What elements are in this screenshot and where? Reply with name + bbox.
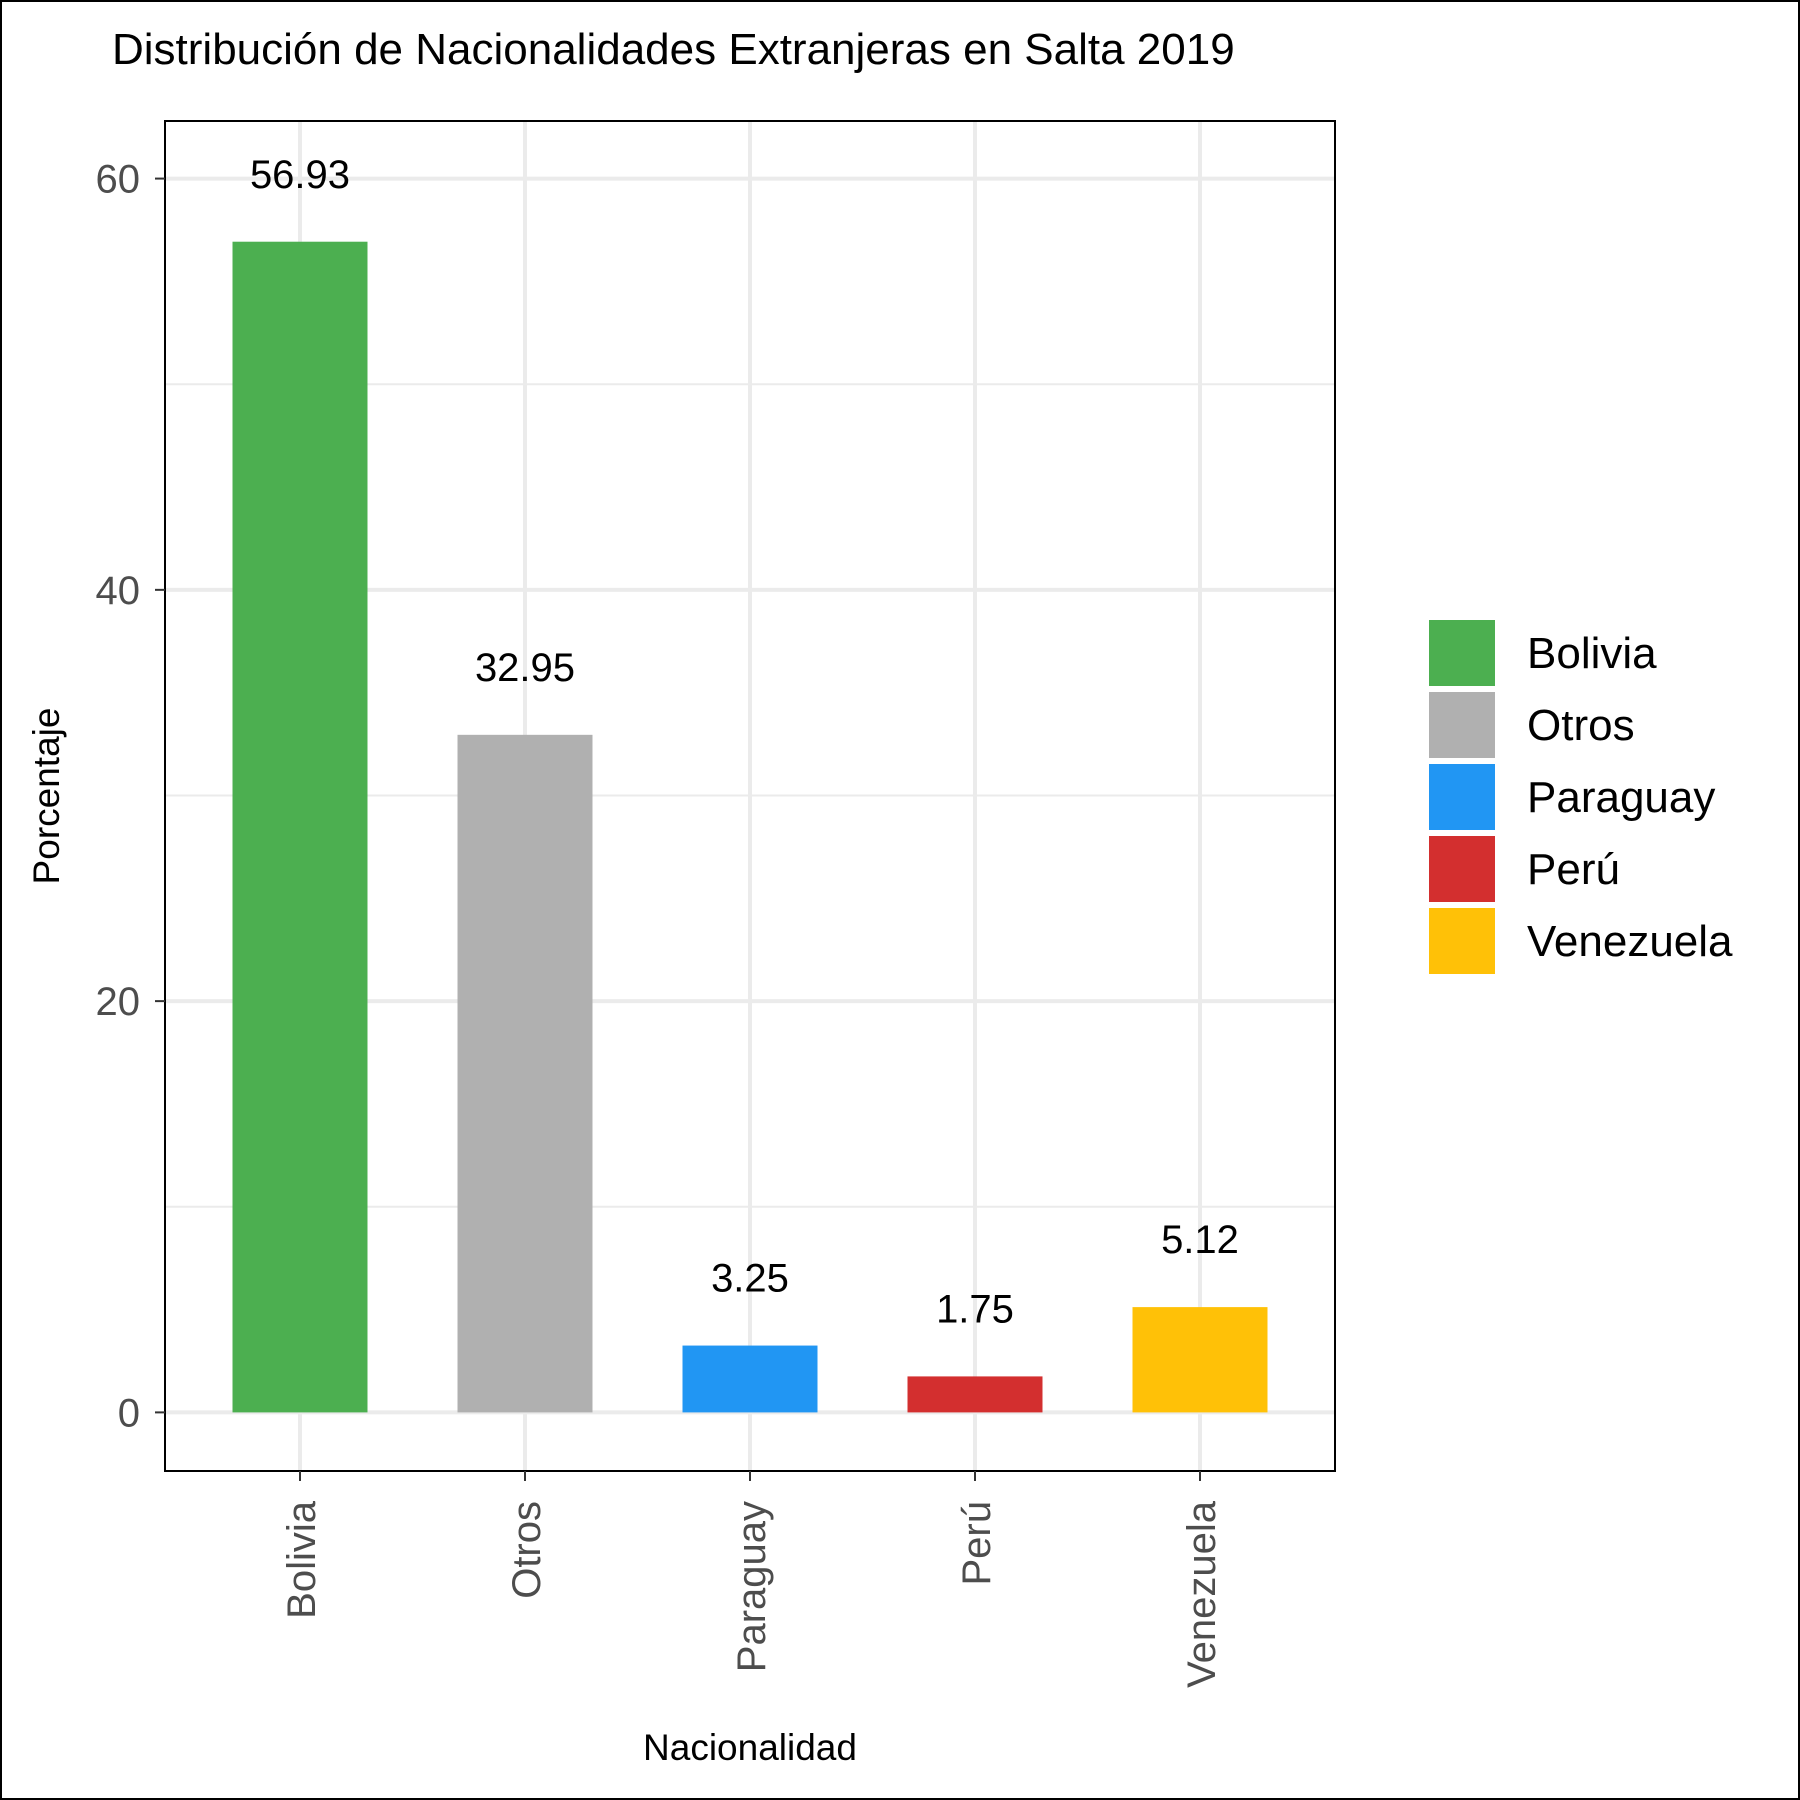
data-label: 5.12 (1161, 1218, 1239, 1262)
x-axis-ticks: Bolivia Otros Paraguay Perú Venezuela (280, 1471, 1224, 1688)
x-tick-label: Otros (505, 1501, 549, 1599)
data-label: 1.75 (936, 1288, 1014, 1332)
legend-label: Venezuela (1527, 917, 1733, 966)
y-axis-ticks: 0 20 40 60 (96, 158, 165, 1435)
legend-key-otros (1429, 692, 1495, 758)
bar-venezuela (1132, 1307, 1268, 1413)
data-labels: 56.93 32.95 3.25 1.75 5.12 (250, 153, 1239, 1332)
y-tick-label: 60 (96, 158, 141, 202)
x-tick-label: Perú (955, 1501, 999, 1586)
legend-label: Perú (1527, 845, 1620, 894)
x-tick-label: Paraguay (730, 1501, 774, 1672)
legend-key-venezuela (1429, 908, 1495, 974)
x-tick-label: Bolivia (280, 1500, 324, 1619)
legend-label: Paraguay (1527, 773, 1715, 822)
data-label: 56.93 (250, 153, 350, 197)
legend-key-perú (1429, 836, 1495, 902)
bar-bolivia (232, 241, 368, 1413)
bar-perú (907, 1376, 1043, 1413)
legend-label: Otros (1527, 701, 1635, 750)
legend-key-paraguay (1429, 764, 1495, 830)
y-axis-title: Porcentaje (26, 708, 67, 885)
y-tick-label: 40 (96, 569, 141, 613)
chart-title: Distribución de Nacionalidades Extranjer… (112, 25, 1235, 74)
x-axis-title: Nacionalidad (643, 1727, 857, 1768)
bars (232, 241, 1268, 1413)
x-tick-label: Venezuela (1180, 1500, 1224, 1688)
legend-label: Bolivia (1527, 629, 1657, 678)
bar-otros (457, 734, 593, 1413)
data-label: 32.95 (475, 646, 575, 690)
y-tick-label: 0 (118, 1391, 140, 1435)
bar-paraguay (682, 1345, 818, 1413)
legend: Bolivia Otros Paraguay Perú Venezuela (1429, 620, 1733, 974)
y-tick-label: 20 (96, 980, 141, 1024)
legend-key-bolivia (1429, 620, 1495, 686)
data-label: 3.25 (711, 1257, 789, 1301)
